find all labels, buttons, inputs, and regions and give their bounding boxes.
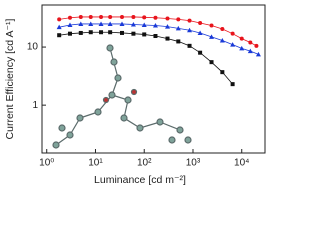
marker [99, 30, 104, 35]
marker [153, 15, 158, 20]
marker [230, 82, 235, 87]
marker [56, 24, 62, 30]
marker [209, 23, 214, 28]
y-tick-label: 10 [27, 42, 39, 53]
marker [108, 14, 113, 19]
marker [230, 42, 236, 47]
marker [142, 15, 147, 20]
marker [78, 21, 84, 26]
marker [187, 43, 192, 48]
marker [165, 16, 170, 21]
marker [88, 21, 94, 26]
marker [220, 26, 225, 31]
marker [142, 32, 147, 37]
marker [239, 45, 245, 51]
marker [67, 15, 72, 20]
marker [239, 36, 244, 41]
marker [67, 22, 73, 27]
marker [67, 31, 72, 36]
marker [141, 22, 147, 27]
marker [120, 30, 125, 35]
marker [198, 50, 203, 55]
marker [120, 14, 125, 19]
marker [131, 14, 136, 19]
x-axis-label: Luminance [cd m⁻²] [94, 174, 186, 186]
marker [187, 18, 192, 23]
marker [255, 51, 261, 57]
series-line [59, 31, 233, 85]
marker [78, 14, 83, 19]
marker [209, 60, 214, 65]
marker [152, 23, 158, 28]
marker [119, 21, 125, 26]
marker [197, 30, 203, 35]
marker [198, 20, 203, 25]
marker [187, 27, 193, 33]
chart: Luminance [cd m⁻²] Current Efficiency [c… [4, 4, 266, 186]
x-tick-label: 10³ [186, 158, 201, 169]
y-axis-label: Current Efficiency [cd A⁻¹] [4, 18, 16, 139]
marker [131, 31, 136, 36]
marker [57, 33, 62, 38]
marker [88, 14, 93, 19]
x-tick-label: 10² [137, 158, 152, 169]
marker [254, 43, 259, 48]
molecule-inset [52, 44, 192, 149]
marker [99, 14, 104, 19]
marker [57, 17, 62, 22]
marker [230, 31, 235, 36]
marker [165, 36, 170, 41]
marker [98, 21, 104, 26]
series-line [59, 23, 259, 55]
marker [248, 40, 253, 45]
x-tick-label: 10⁴ [234, 158, 249, 169]
marker [78, 30, 83, 35]
x-tick-label: 10¹ [88, 158, 103, 169]
marker [176, 39, 181, 44]
marker [88, 30, 93, 35]
marker [108, 30, 113, 35]
plot-frame [41, 4, 266, 154]
marker [247, 48, 253, 54]
x-tick-label: 10⁰ [39, 158, 54, 169]
marker [130, 21, 136, 27]
marker [220, 70, 225, 75]
marker [176, 17, 181, 22]
marker [107, 21, 113, 26]
y-tick-label: 1 [32, 100, 38, 111]
marker [153, 34, 158, 39]
marker [209, 34, 215, 39]
marker [219, 37, 225, 43]
marker [175, 25, 181, 31]
marker [164, 24, 170, 29]
